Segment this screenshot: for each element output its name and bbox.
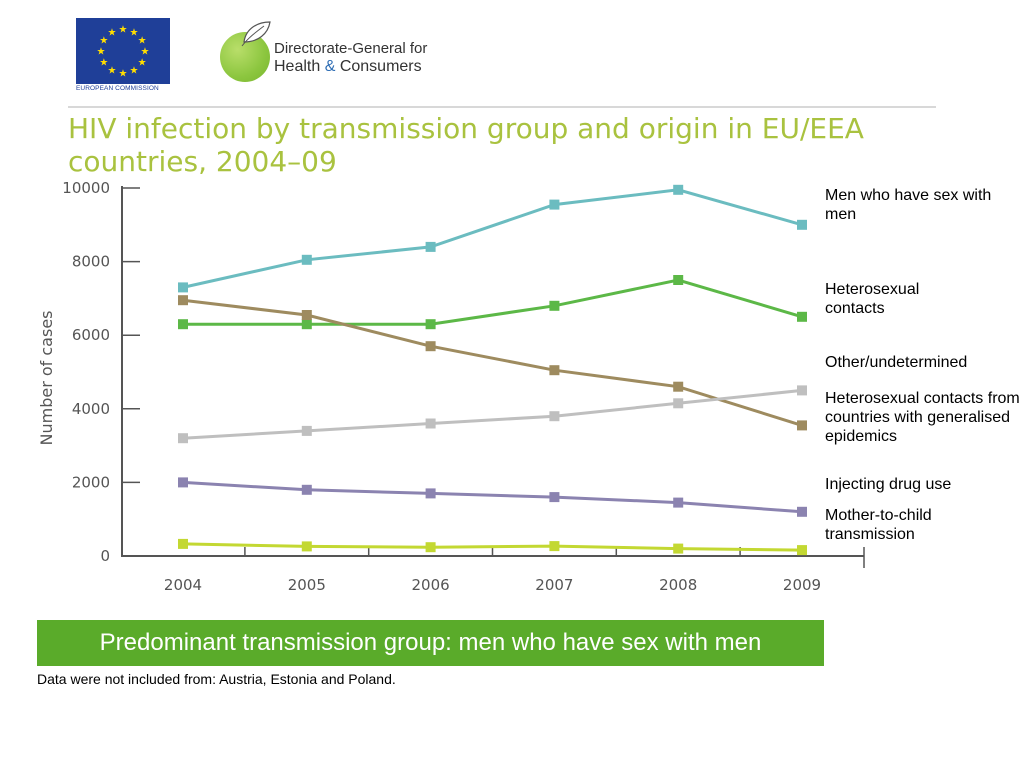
data-point: [549, 300, 560, 311]
legend-injecting-drug-use: Injecting drug use: [825, 476, 952, 493]
data-point: [797, 420, 807, 431]
data-point: [797, 385, 807, 396]
series-5: [178, 538, 807, 556]
data-point: [425, 418, 436, 429]
footnote: Data were not included from: Austria, Es…: [37, 671, 396, 687]
eu-star-icon: ★: [119, 25, 128, 36]
x-tick-label: 2005: [288, 576, 326, 594]
data-point: [673, 543, 684, 554]
series-0: [178, 184, 807, 293]
data-point: [797, 506, 807, 517]
data-point: [178, 477, 188, 488]
data-point: [797, 545, 807, 556]
european-commission-caption: EUROPEAN COMMISSION: [76, 85, 159, 92]
x-tick-label: 2004: [164, 576, 202, 594]
data-point: [301, 254, 312, 265]
eu-stars-icon: ★ ★★★★★★★★★★★: [97, 25, 150, 80]
data-point: [301, 425, 312, 436]
series-line: [182, 298, 803, 427]
x-tick-label: 2007: [535, 576, 573, 594]
eu-star-icon: ★: [97, 47, 106, 58]
y-tick-label: 8000: [72, 253, 110, 271]
x-tick-label: 2008: [659, 576, 697, 594]
eu-star-icon: ★: [138, 36, 147, 47]
leaf-icon: [241, 21, 271, 47]
dg-ampersand: &: [324, 58, 336, 75]
header-divider: [68, 106, 936, 108]
data-point: [673, 184, 684, 195]
eu-star-icon: ★: [108, 27, 117, 38]
data-point: [178, 433, 188, 444]
series-1: [178, 275, 807, 330]
data-point: [797, 219, 807, 230]
series-3: [178, 385, 807, 444]
predominant-group-banner: Predominant transmission group: men who …: [37, 620, 824, 666]
data-point: [549, 541, 560, 552]
dg-name-line1: Directorate-General for: [274, 40, 428, 57]
y-tick-label: 2000: [72, 473, 110, 491]
eu-star-icon: ★: [108, 66, 117, 77]
data-point: [301, 541, 312, 552]
legend-mother-to-child: Mother-to-child transmission: [825, 507, 932, 543]
legend-other-undetermined: Other/undetermined: [825, 354, 968, 371]
eu-star-icon: ★: [99, 36, 108, 47]
data-point: [178, 538, 188, 549]
data-point: [425, 341, 436, 352]
data-point: [301, 319, 312, 330]
data-point: [178, 282, 188, 293]
y-tick-label: 4000: [72, 400, 110, 418]
data-point: [673, 275, 684, 285]
data-point: [178, 295, 188, 306]
x-tick-label: 2009: [783, 576, 821, 594]
series-line: [182, 542, 803, 552]
eu-star-icon: ★: [99, 58, 108, 69]
data-point: [425, 542, 436, 553]
data-point: [673, 398, 684, 409]
data-point: [425, 241, 436, 252]
line-chart: 0 2000 4000 6000 8000 10000 2004 2005 2006 2007 20…: [37, 179, 865, 594]
eu-star-icon: ★: [119, 69, 128, 80]
chart-series: [178, 184, 807, 556]
eu-star-icon: ★: [130, 66, 139, 77]
dg-health-consumers-logo: Directorate-General for Health & Consume…: [216, 18, 466, 88]
y-axis-title: Number of cases: [37, 311, 56, 446]
y-tick-label: 6000: [72, 326, 110, 344]
y-tick-label: 0: [100, 547, 110, 565]
chart-axes: 0 2000 4000 6000 8000 10000 2004 2005 2006 2007 20…: [37, 179, 865, 594]
data-point: [178, 319, 188, 330]
data-point: [549, 492, 560, 503]
series-line: [182, 388, 803, 440]
eu-star-icon: ★: [138, 58, 147, 69]
series-2: [178, 295, 807, 431]
data-point: [301, 310, 312, 320]
data-point: [673, 497, 684, 508]
data-point: [425, 488, 436, 499]
data-point: [549, 411, 560, 422]
dg-health-text: Health: [274, 58, 325, 75]
european-commission-logo: ★ ★ ★ ★ ★ ★ ★ ★ ★ ★ ★ ★ EUROPEAN COMMISSION: [76, 18, 172, 94]
series-line: [183, 278, 803, 326]
slide-title: HIV infection by transmission group and …: [68, 112, 864, 178]
data-point: [549, 199, 560, 210]
data-point: [301, 484, 312, 495]
y-tick-label: 10000: [62, 179, 110, 197]
dg-consumers-text: Consumers: [335, 58, 422, 75]
data-point: [549, 365, 560, 376]
series-line: [182, 480, 803, 514]
data-point: [797, 311, 807, 322]
dg-name-line2: Health & Consumers: [274, 58, 422, 76]
series-4: [178, 477, 807, 517]
legend-heterosexual-generalised: Heterosexual contacts from countries wit…: [825, 390, 1020, 445]
data-point: [425, 319, 436, 330]
x-tick-label: 2006: [412, 576, 450, 594]
series-line: [182, 188, 803, 289]
data-point: [673, 381, 684, 392]
eu-star-icon: ★: [130, 27, 139, 38]
eu-star-icon: ★: [141, 47, 150, 58]
eu-flag-icon: ★ ★ ★ ★ ★ ★ ★ ★ ★ ★ ★ ★: [76, 18, 170, 84]
legend-heterosexual: Heterosexual contacts: [825, 281, 920, 317]
legend-msm: Men who have sex with men: [825, 187, 992, 223]
